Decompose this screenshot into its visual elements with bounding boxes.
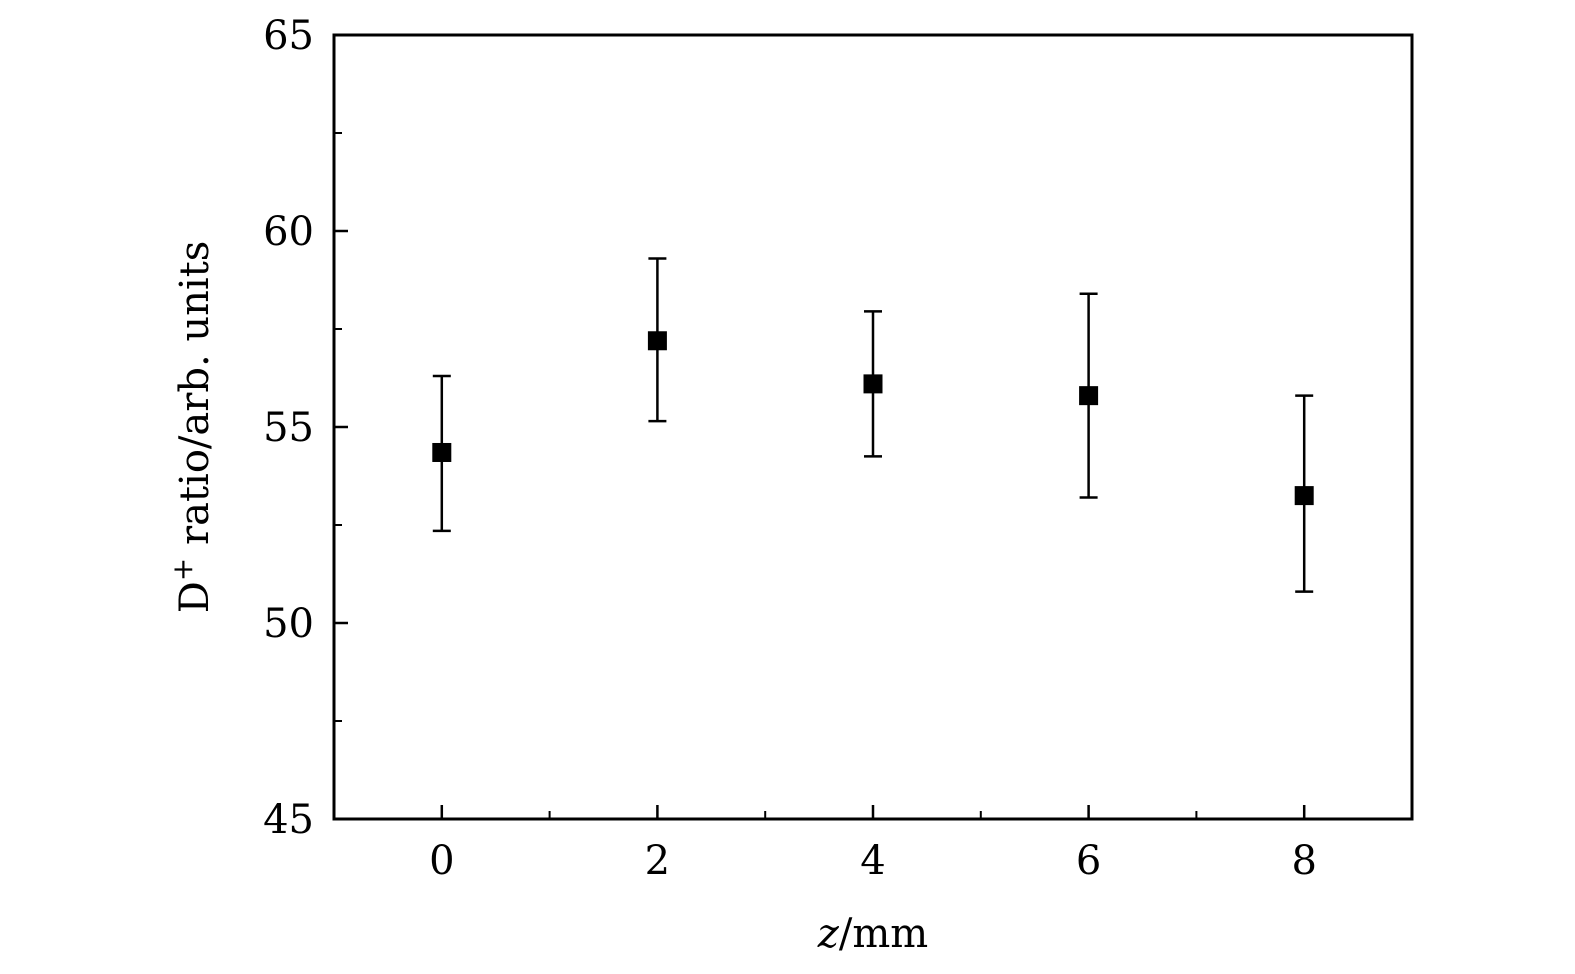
- y-axis-superscript: +: [166, 558, 199, 581]
- y-tick-label: 55: [263, 405, 314, 451]
- x-tick-label: 2: [645, 838, 670, 884]
- data-markers: [432, 331, 1314, 506]
- x-tick-label: 4: [860, 838, 885, 884]
- x-tick-label: 0: [429, 838, 454, 884]
- x-axis-title: z/mm: [817, 911, 928, 957]
- data-point-marker: [647, 331, 667, 351]
- y-axis-rest: ratio/arb. units: [172, 241, 218, 558]
- x-axis-variable: z: [817, 911, 840, 957]
- y-tick-label: 65: [263, 13, 314, 59]
- axis-tick-labels: 0 2 4 6 8 45 50 55 60 65: [263, 13, 1317, 884]
- axis-ticks: [334, 33, 1306, 821]
- data-point-marker: [1294, 486, 1314, 506]
- data-point-marker: [863, 374, 883, 394]
- y-tick-label: 60: [263, 209, 314, 255]
- y-tick-label: 45: [263, 797, 314, 843]
- x-tick-label: 6: [1076, 838, 1101, 884]
- y-tick-label: 50: [263, 601, 314, 647]
- y-axis-species: D: [172, 581, 218, 613]
- data-point-marker: [432, 442, 452, 462]
- data-point-marker: [1079, 386, 1099, 406]
- x-tick-label: 8: [1291, 838, 1316, 884]
- error-bars: [432, 257, 1314, 593]
- y-axis-title: D+ ratio/arb. units: [166, 241, 218, 614]
- x-axis-unit: /mm: [839, 911, 928, 957]
